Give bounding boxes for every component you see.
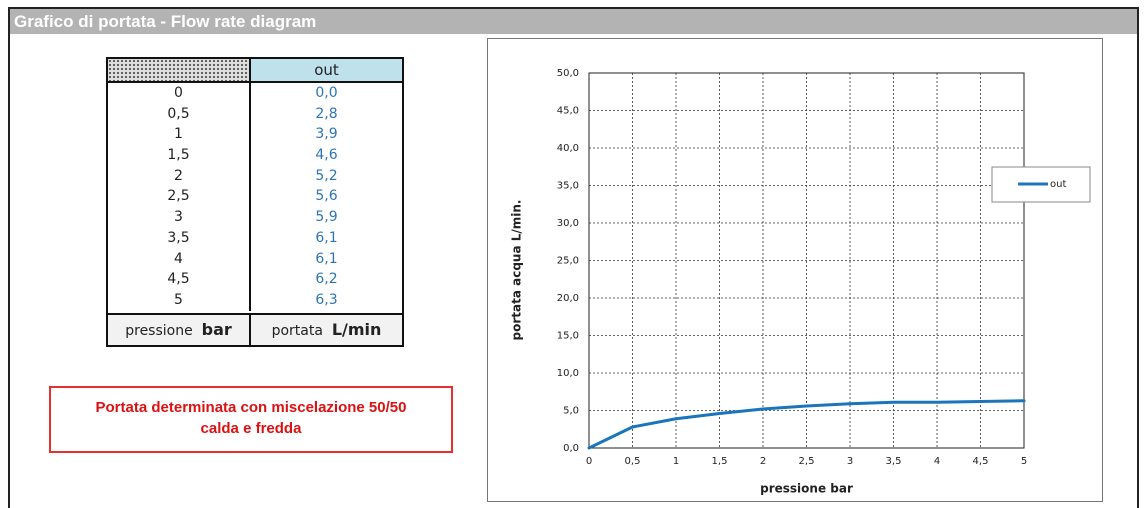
x-tick-label: 3 <box>847 456 853 467</box>
note-line: Portata determinata con miscelazione 50/… <box>95 399 407 416</box>
pressure-cell: 1,5 <box>108 145 251 166</box>
x-tick-label: 1 <box>673 456 679 467</box>
flow-cell: 6,2 <box>315 271 338 288</box>
flow-cell: 6,3 <box>315 291 338 308</box>
flow-cell: 5,6 <box>315 188 338 205</box>
data-table: out 0 0,0 0,5 2,8 1 3,9 1,5 4,6 2 5,2 2,5 5,6 3 5,9 3,… <box>106 57 404 347</box>
table-header: out <box>108 59 402 83</box>
pressure-cell: 0 <box>108 83 251 104</box>
footer-text: pressione <box>125 322 193 339</box>
footer-cell: pressione bar <box>108 314 251 345</box>
y-tick-label: 30,0 <box>557 218 579 229</box>
x-axis-title: pressione bar <box>760 482 853 496</box>
note-box: Portata determinata con miscelazione 50/… <box>49 386 453 453</box>
table-row: 2 5,2 <box>108 165 402 187</box>
pressure-cell: 1 <box>108 124 251 146</box>
x-tick-label: 0,5 <box>625 456 641 467</box>
flow-cell: 5,2 <box>315 167 338 184</box>
flow-cell: 6,1 <box>315 250 338 267</box>
pressure-cell: 3 <box>108 207 251 228</box>
table-row: 5 6,3 <box>108 289 402 311</box>
footer-cell: portata L/min <box>251 314 402 345</box>
table-row: 2,5 5,6 <box>108 186 402 208</box>
table-row: 0,5 2,8 <box>108 103 402 125</box>
table-row: 4 6,1 <box>108 248 402 270</box>
footer-unit: bar <box>201 319 232 339</box>
y-axis-title: portata acqua L/min. <box>510 200 524 341</box>
column-header: out <box>251 59 402 81</box>
table-footer: pressione bar portata L/min <box>108 312 402 345</box>
y-tick-label: 5,0 <box>563 406 579 417</box>
x-tick-label: 5 <box>1021 456 1027 467</box>
data-line <box>587 399 1026 450</box>
pressure-cell: 2,5 <box>108 186 251 208</box>
table-row: 3 5,9 <box>108 207 402 228</box>
x-tick-label: 1,5 <box>712 456 728 467</box>
table-row: 1,5 4,6 <box>108 145 402 166</box>
window-frame <box>8 7 1139 508</box>
table-row: 0 0,0 <box>108 83 402 104</box>
y-tick-label: 35,0 <box>557 181 579 192</box>
flow-cell: 3,9 <box>315 126 338 143</box>
y-tick-label: 20,0 <box>557 293 579 304</box>
flow-cell: 6,1 <box>315 229 338 246</box>
flow-cell: 5,9 <box>315 209 338 226</box>
table-row: 1 3,9 <box>108 124 402 146</box>
y-tick-label: 25,0 <box>557 256 579 267</box>
y-tick-label: 0,0 <box>563 443 579 454</box>
legend-label: out <box>1050 179 1066 190</box>
footer-text: portata <box>271 322 323 339</box>
x-tick-label: 2 <box>760 456 766 467</box>
y-tick-label: 15,0 <box>557 331 579 342</box>
x-tick-label: 4,5 <box>973 456 989 467</box>
x-tick-label: 4 <box>934 456 940 467</box>
flow-cell: 0,0 <box>315 85 338 101</box>
pressure-cell: 0,5 <box>108 103 251 125</box>
pattern-cell <box>108 59 251 81</box>
y-tick-label: 45,0 <box>557 106 579 117</box>
x-tick-label: 3,5 <box>886 456 902 467</box>
pressure-cell: 2 <box>108 165 251 187</box>
pressure-cell: 5 <box>108 289 251 311</box>
y-tick-label: 50,0 <box>557 68 579 79</box>
footer-unit: L/min <box>331 319 382 339</box>
plot-border <box>588 72 1025 449</box>
x-tick-label: 2,5 <box>799 456 815 467</box>
flow-cell: 4,6 <box>315 147 338 164</box>
table-row: 3,5 6,1 <box>108 227 402 249</box>
y-tick-label: 40,0 <box>557 143 579 154</box>
pressure-cell: 4 <box>108 248 251 270</box>
header-title: Grafico di portata - Flow rate diagram <box>10 9 1137 34</box>
table-body: 0 0,0 0,5 2,8 1 3,9 1,5 4,6 2 5,2 2,5 5,6 3 5,9 3,5 6,1… <box>108 83 402 311</box>
flow-cell: 2,8 <box>315 105 338 122</box>
pressure-cell: 3,5 <box>108 227 251 249</box>
note-line: calda e fredda <box>200 420 302 437</box>
pressure-cell: 4,5 <box>108 269 251 290</box>
x-tick-label: 0 <box>586 456 592 467</box>
table-row: 4,5 6,2 <box>108 269 402 290</box>
y-tick-label: 10,0 <box>557 368 579 379</box>
chart-box <box>487 38 1103 502</box>
